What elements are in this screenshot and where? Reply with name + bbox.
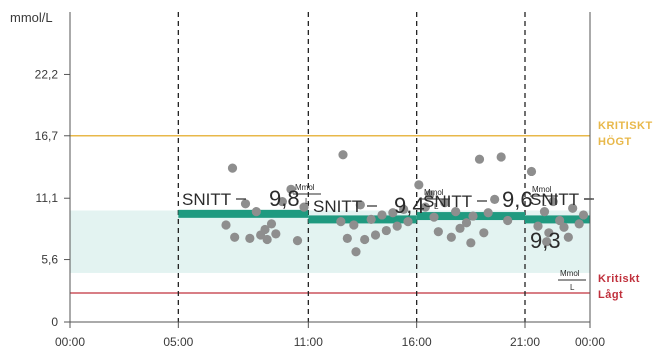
data-point — [429, 212, 439, 222]
average-value: 9,4 — [394, 193, 425, 218]
data-point — [555, 215, 565, 226]
average-bar — [178, 209, 309, 218]
data-point — [392, 221, 402, 231]
data-point — [451, 207, 461, 217]
average-unit-denominator: L — [305, 197, 310, 206]
x-tick-label: 00:00 — [55, 335, 85, 349]
average-unit-numerator: Mmol — [560, 269, 580, 278]
x-tick-label: 21:00 — [510, 335, 540, 349]
data-point — [338, 150, 348, 160]
average-label-text: SNITT — [530, 190, 579, 209]
y-tick-label: 5,6 — [41, 253, 58, 267]
data-point — [539, 207, 550, 217]
data-point — [548, 196, 558, 207]
data-point — [544, 228, 554, 238]
data-point — [461, 218, 472, 228]
critical-low-label: Kritiskt — [598, 273, 640, 285]
data-point — [559, 222, 569, 232]
data-point — [227, 163, 238, 173]
average-value: 9,6 — [502, 187, 533, 212]
data-point — [262, 234, 272, 245]
data-point — [468, 211, 478, 221]
data-point — [455, 223, 465, 233]
data-point — [425, 190, 435, 200]
data-point — [271, 229, 281, 239]
y-tick-label: 16,7 — [35, 129, 59, 143]
data-point — [433, 227, 443, 237]
data-point — [574, 219, 584, 229]
data-point — [355, 200, 365, 210]
data-point — [568, 203, 578, 213]
data-point — [299, 202, 309, 212]
data-point — [286, 184, 296, 194]
average-unit-numerator: Mmol — [424, 188, 444, 197]
data-point — [533, 221, 543, 231]
data-point — [414, 180, 424, 190]
data-point — [403, 217, 413, 227]
data-point — [381, 225, 391, 236]
data-point — [466, 238, 476, 248]
x-tick-label: 00:00 — [575, 335, 605, 349]
y-tick-label: 0 — [51, 315, 58, 329]
data-point — [490, 194, 500, 204]
data-point — [503, 215, 513, 226]
data-point — [440, 198, 450, 208]
average-unit-numerator: Mmol — [295, 183, 315, 192]
x-tick-label: 11:00 — [294, 335, 323, 349]
data-point — [336, 217, 346, 227]
y-tick-label: 22,2 — [35, 67, 59, 81]
data-point — [266, 219, 277, 229]
data-point — [260, 224, 270, 235]
data-point — [342, 233, 352, 243]
critical-high-label: KRITISKT — [598, 120, 653, 132]
average-unit-denominator: L — [542, 199, 547, 208]
data-point — [420, 202, 430, 212]
average-bar — [308, 215, 417, 224]
data-point — [351, 247, 361, 257]
data-point — [360, 234, 370, 245]
data-point — [526, 166, 537, 177]
data-point — [230, 232, 240, 242]
data-point — [292, 235, 303, 246]
data-point — [245, 233, 255, 243]
average-unit-denominator: L — [434, 202, 439, 211]
average-value: 9,8 — [269, 186, 300, 211]
y-axis-unit-label: mmol/L — [10, 10, 53, 25]
data-point — [366, 214, 376, 225]
critical-low-label: Lågt — [598, 289, 623, 301]
average-unit-numerator: Mmol — [532, 185, 552, 194]
data-point — [563, 232, 573, 242]
x-tick-label: 16:00 — [402, 335, 432, 349]
data-point — [277, 196, 287, 207]
data-point — [388, 208, 398, 218]
data-point — [399, 204, 409, 214]
data-point — [377, 210, 387, 220]
average-value: 9,3 — [530, 228, 561, 253]
average-label-text: SNITT — [423, 192, 472, 211]
data-point — [479, 228, 489, 238]
data-point — [446, 232, 456, 242]
average-label-text: SNITT — [313, 197, 362, 216]
data-point — [578, 210, 589, 220]
x-tick-label: 05:00 — [163, 335, 193, 349]
y-tick-label: 11,1 — [36, 191, 59, 205]
data-point — [370, 230, 381, 240]
data-point — [483, 208, 493, 218]
data-point — [251, 207, 261, 217]
data-point — [349, 220, 359, 230]
average-label-text: SNITT — [182, 190, 231, 209]
data-point — [240, 199, 251, 209]
average-unit-denominator: L — [570, 283, 575, 292]
data-point — [474, 154, 485, 164]
data-point — [496, 152, 506, 162]
data-point — [542, 237, 552, 247]
data-point — [221, 220, 231, 230]
critical-high-label: HÖGT — [598, 135, 632, 148]
